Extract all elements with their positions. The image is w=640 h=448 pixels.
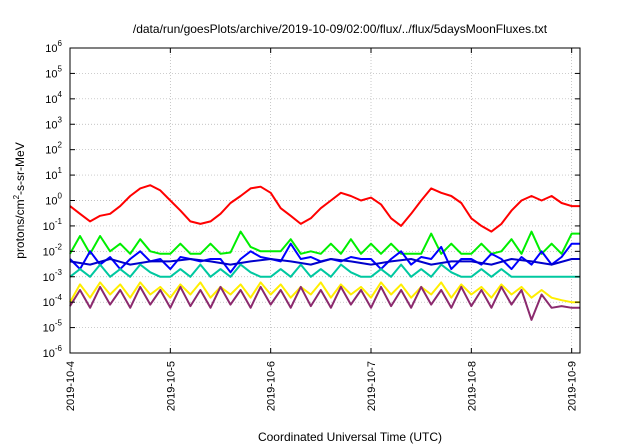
y-tick-label: 102 <box>45 141 62 157</box>
y-tick-label: 10-1 <box>43 217 63 233</box>
y-tick-exp: 6 <box>58 39 63 48</box>
y-axis-label: protons/cm2-s-sr-MeV <box>12 142 27 258</box>
y-tick-label: 10-3 <box>43 268 63 284</box>
x-tick-label: 2019-10-4 <box>65 361 77 411</box>
y-tick-exp: -4 <box>55 293 63 302</box>
y-tick-base: 10 <box>43 323 55 335</box>
series-line-6 <box>69 281 580 304</box>
series-line-4 <box>69 258 580 266</box>
y-tick-exp: -6 <box>55 344 63 353</box>
y-tick-base: 10 <box>45 68 57 80</box>
y-tick-base: 10 <box>45 170 57 182</box>
y-tick-label: 10-5 <box>43 319 63 335</box>
y-tick-exp: -2 <box>55 242 63 251</box>
y-tick-label: 101 <box>45 166 62 182</box>
y-tick-label: 104 <box>45 90 62 106</box>
y-tick-base: 10 <box>43 272 55 284</box>
y-tick-base: 10 <box>45 145 57 157</box>
y-tick-base: 10 <box>45 196 57 208</box>
y-axis-label-suffix: -s-sr-MeV <box>13 142 27 195</box>
series-lines <box>69 184 580 321</box>
y-tick-base: 10 <box>45 119 57 131</box>
x-axis-label: Coordinated Universal Time (UTC) <box>258 430 442 444</box>
y-tick-exp: -3 <box>55 268 63 277</box>
y-axis-label-sup: 2 <box>12 194 21 199</box>
y-tick-base: 10 <box>43 221 55 233</box>
y-tick-base: 10 <box>43 348 55 360</box>
y-tick-exp: 0 <box>58 192 63 201</box>
y-tick-exp: 5 <box>58 64 63 73</box>
y-tick-label: 10-2 <box>43 242 63 258</box>
x-tick-label: 2019-10-5 <box>165 361 177 411</box>
y-tick-exp: 1 <box>58 166 63 175</box>
series-line-5 <box>69 263 580 278</box>
chart-title: /data/run/goesPlots/archive/2019-10-09/0… <box>133 22 548 36</box>
y-tick-exp: -5 <box>55 319 63 328</box>
y-tick-exp: 3 <box>58 115 63 124</box>
x-tick-label: 2019-10-8 <box>466 361 478 411</box>
x-tick-label: 2019-10-9 <box>567 361 579 411</box>
axis-ticks: 10610510410310210110010-110-210-310-410-… <box>43 39 580 411</box>
series-line-7 <box>69 285 580 321</box>
x-tick-label: 2019-10-6 <box>266 361 278 411</box>
y-tick-base: 10 <box>43 246 55 258</box>
x-tick-label: 2019-10-7 <box>366 361 378 411</box>
series-line-1 <box>69 184 580 233</box>
y-tick-exp: 2 <box>58 141 63 150</box>
y-tick-label: 10-4 <box>43 293 63 309</box>
y-tick-label: 106 <box>45 39 62 55</box>
y-tick-label: 103 <box>45 115 62 131</box>
y-tick-label: 105 <box>45 64 62 80</box>
y-tick-base: 10 <box>43 297 55 309</box>
y-tick-label: 10-6 <box>43 344 63 360</box>
series-line-2 <box>69 230 580 255</box>
y-axis-label-prefix: protons/cm <box>13 199 27 258</box>
y-tick-base: 10 <box>45 43 57 55</box>
y-tick-exp: -1 <box>55 217 63 226</box>
y-tick-label: 100 <box>45 192 62 208</box>
y-tick-base: 10 <box>45 94 57 106</box>
y-tick-exp: 4 <box>58 90 63 99</box>
grid-lines <box>69 47 580 354</box>
